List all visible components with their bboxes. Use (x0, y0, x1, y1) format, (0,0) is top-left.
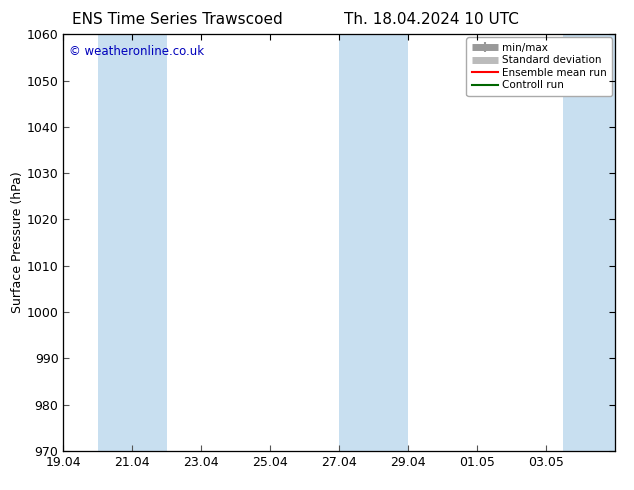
Y-axis label: Surface Pressure (hPa): Surface Pressure (hPa) (11, 172, 24, 314)
Text: Th. 18.04.2024 10 UTC: Th. 18.04.2024 10 UTC (344, 12, 519, 27)
Legend: min/max, Standard deviation, Ensemble mean run, Controll run: min/max, Standard deviation, Ensemble me… (467, 37, 612, 96)
Text: ENS Time Series Trawscoed: ENS Time Series Trawscoed (72, 12, 283, 27)
Bar (339, 34, 408, 451)
Text: © weatheronline.co.uk: © weatheronline.co.uk (69, 45, 204, 58)
Bar (563, 34, 615, 451)
Bar (98, 34, 167, 451)
